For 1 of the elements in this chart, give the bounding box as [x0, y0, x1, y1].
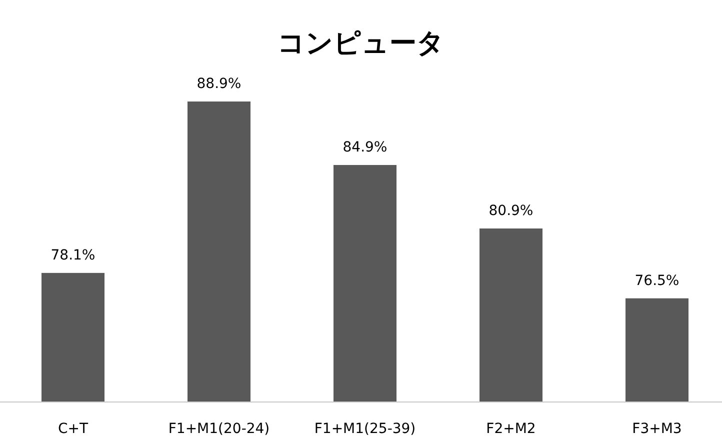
title: コンピュータ: [278, 28, 444, 58]
